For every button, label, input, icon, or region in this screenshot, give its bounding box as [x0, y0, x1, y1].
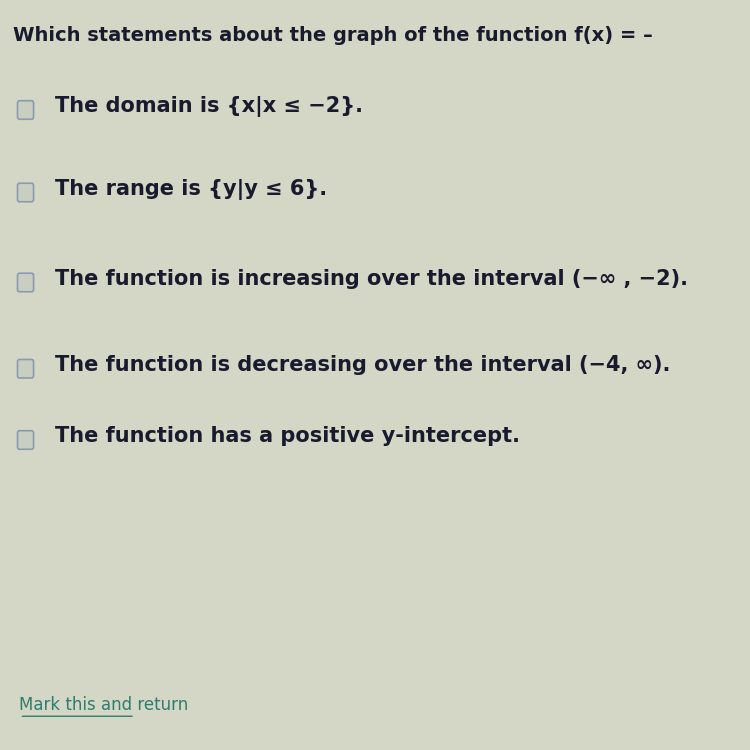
- FancyBboxPatch shape: [17, 359, 34, 378]
- Text: The domain is {x|x ≤ −2}.: The domain is {x|x ≤ −2}.: [56, 96, 363, 117]
- Text: The range is {y|y ≤ 6}.: The range is {y|y ≤ 6}.: [56, 178, 327, 200]
- Text: The function has a positive y-intercept.: The function has a positive y-intercept.: [56, 427, 520, 446]
- FancyBboxPatch shape: [17, 273, 34, 292]
- FancyBboxPatch shape: [17, 100, 34, 119]
- Text: Which statements about the graph of the function f(x) = –: Which statements about the graph of the …: [13, 26, 652, 45]
- FancyBboxPatch shape: [17, 183, 34, 202]
- Text: Mark this and return: Mark this and return: [20, 696, 189, 714]
- Text: The function is decreasing over the interval (−4, ∞).: The function is decreasing over the inte…: [56, 356, 670, 375]
- Text: The function is increasing over the interval (−∞ , −2).: The function is increasing over the inte…: [56, 269, 689, 289]
- FancyBboxPatch shape: [17, 430, 34, 449]
